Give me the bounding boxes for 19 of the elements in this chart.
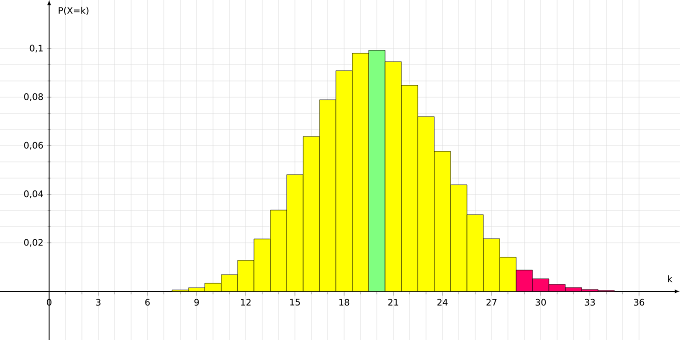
x-tick-label: 3 <box>96 298 100 306</box>
x-tick-label: 12 <box>241 298 251 306</box>
y-tick-label: 0,08 <box>24 93 43 101</box>
x-tick-label: 15 <box>290 298 300 306</box>
x-tick-label: 9 <box>194 298 199 306</box>
x-axis-title: k <box>668 275 672 282</box>
x-tick-label: 24 <box>437 298 448 306</box>
x-tick-label: 6 <box>145 298 150 306</box>
y-tick-label: 0,06 <box>24 142 43 150</box>
x-tick-label: 27 <box>486 298 497 306</box>
y-tick-label: 0,02 <box>24 239 43 247</box>
x-tick-label: 18 <box>339 298 350 306</box>
x-tick-label: 36 <box>634 298 644 306</box>
y-tick-label: 0,1 <box>30 44 43 52</box>
x-tick-label: 33 <box>584 298 595 306</box>
x-tick-label: 30 <box>536 298 546 306</box>
y-axis-title: P(X=k) <box>58 6 88 15</box>
y-tick-label: 0,04 <box>24 190 44 198</box>
x-tick-label: 21 <box>388 298 398 306</box>
